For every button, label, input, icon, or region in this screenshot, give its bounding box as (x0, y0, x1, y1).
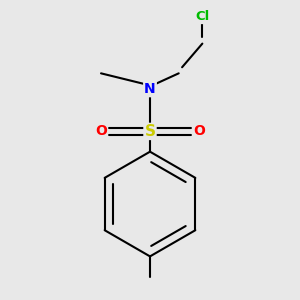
Text: O: O (193, 124, 205, 138)
Text: Cl: Cl (195, 10, 209, 23)
Text: O: O (95, 124, 107, 138)
Text: N: N (144, 82, 156, 96)
Text: S: S (145, 124, 155, 139)
